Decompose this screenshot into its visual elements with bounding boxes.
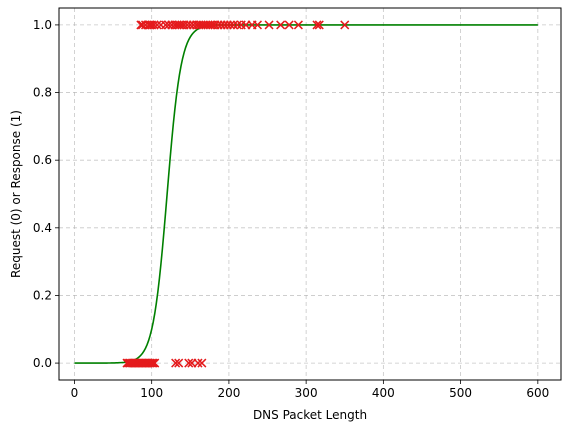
request-point (148, 358, 158, 368)
x-marker-stroke (293, 20, 303, 30)
y-tick-label: 1.0 (33, 18, 52, 32)
x-marker-stroke (312, 20, 322, 30)
request-point (174, 358, 184, 368)
x-tick-label: 300 (295, 386, 318, 400)
x-marker-stroke (314, 20, 324, 30)
response-point (314, 20, 324, 30)
x-marker-stroke (264, 20, 274, 30)
response-point (145, 20, 155, 30)
y-tick-label: 0.2 (33, 288, 52, 302)
x-marker-stroke (232, 20, 242, 30)
x-marker-stroke (148, 358, 158, 368)
x-marker-stroke (152, 20, 162, 30)
x-marker-stroke (276, 20, 286, 30)
request-point (193, 358, 203, 368)
x-marker-stroke (184, 358, 194, 368)
plot-frame (58, 7, 562, 381)
request-point (184, 358, 194, 368)
response-point (149, 20, 159, 30)
response-point (229, 20, 239, 30)
y-tick-label: 0.6 (33, 153, 52, 167)
response-point (340, 20, 350, 30)
request-point (197, 358, 207, 368)
x-marker-stroke (193, 358, 203, 368)
request-point (147, 358, 157, 368)
response-point (225, 20, 235, 30)
x-axis-label: DNS Packet Length (253, 408, 367, 422)
x-marker-stroke (225, 20, 235, 30)
response-point (252, 20, 263, 30)
response-point (264, 20, 274, 30)
response-point (284, 20, 294, 30)
response-point (152, 20, 162, 30)
x-marker-stroke (284, 20, 294, 30)
x-marker-stroke (150, 358, 160, 368)
x-tick-label: 600 (526, 386, 549, 400)
y-axis-label: Request (0) or Response (1) (9, 110, 23, 278)
response-point (312, 20, 322, 30)
x-marker-stroke (147, 358, 157, 368)
x-tick-label: 500 (449, 386, 472, 400)
request-point (150, 358, 160, 368)
y-tick-label: 0.0 (33, 356, 52, 370)
x-tick-label: 100 (140, 386, 163, 400)
x-marker-stroke (171, 358, 181, 368)
x-marker-stroke (149, 20, 159, 30)
grid-lines (59, 8, 561, 380)
y-tick-label: 0.4 (33, 221, 52, 235)
request-point (171, 358, 181, 368)
x-tick-label: 400 (372, 386, 395, 400)
response-point (293, 20, 303, 30)
x-marker-stroke (340, 20, 350, 30)
fitted-curve (74, 24, 538, 364)
x-marker-stroke (145, 20, 155, 30)
x-tick-label: 200 (217, 386, 240, 400)
axis-ticks: 0 100 200 300 400 500 600 0.0 0.2 0.4 0.6 0.8 1.0 (33, 18, 549, 400)
x-marker-stroke (197, 358, 207, 368)
x-marker-stroke (174, 358, 184, 368)
x-marker-stroke (252, 20, 263, 30)
x-marker-stroke (229, 20, 239, 30)
x-tick-label: 0 (71, 386, 79, 400)
response-point (232, 20, 242, 30)
y-tick-label: 0.8 (33, 86, 52, 100)
data-points (122, 20, 350, 368)
logistic-curve-line (74, 24, 538, 364)
response-point (276, 20, 286, 30)
